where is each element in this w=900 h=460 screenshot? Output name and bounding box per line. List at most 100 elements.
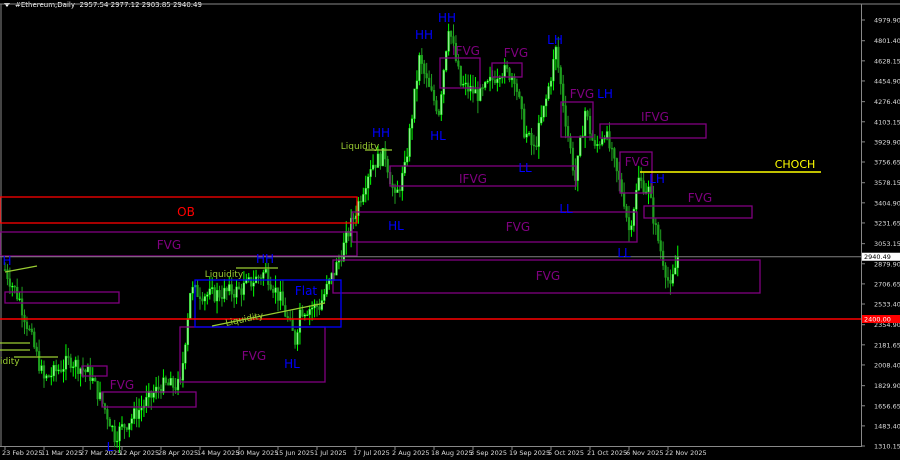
candle-body [666,277,670,281]
price-tick-label: 3578.15 [874,179,900,187]
structure-label: LH [597,87,613,101]
price-tick-label: 4103.15 [874,118,900,126]
structure-label: HH [372,126,390,140]
zone-box-fvg [560,101,594,138]
candle-body [125,427,128,430]
liquidity-label: Liquidity [205,270,244,280]
candle-body [269,284,272,290]
candle-body [610,147,614,150]
price-tick-label: 2354.90 [874,321,900,329]
candle-body [20,298,24,316]
zone-box-fvg [101,391,197,408]
date-tick-label: 15 Jun 2025 [275,449,314,457]
dropdown-triangle-icon[interactable] [4,3,10,7]
candle-body [535,145,538,147]
candle-body [523,108,526,138]
candle-body [74,359,77,367]
structure-label: HH [415,28,433,42]
candle-body [549,80,553,87]
candle-body [62,369,65,372]
candle-body [3,269,7,271]
candle-body [508,68,511,81]
candle-body [537,122,540,147]
candle-body [162,377,165,394]
candle-body [515,83,518,92]
candle-body [576,155,579,181]
candle-body [347,231,350,237]
candle-body [352,217,355,220]
candle-body [328,279,331,285]
candle-body [123,424,126,428]
candle-body [64,355,68,370]
choch-label: CHOCH [775,158,816,171]
liquidity-line [4,265,38,273]
candle-body [96,380,99,400]
candle-body [298,309,302,333]
candle-body [33,331,36,348]
candle-body [42,365,46,379]
candle-body [59,369,63,372]
candle-body [425,73,428,79]
candle-body [554,46,557,60]
candle-body [364,188,367,195]
candle-body [98,392,102,400]
candle-body [530,133,533,146]
candle-body [225,287,228,292]
candle-body [432,89,436,101]
candle-body [506,65,509,69]
candle-body [379,153,382,167]
candle-body [79,368,82,374]
candle-body [320,300,323,310]
candle-body [208,288,211,295]
candle-body [408,127,411,157]
candle-body [242,282,245,295]
candle-body [469,85,472,92]
candle-body [627,217,631,231]
candle-body [540,116,543,124]
candle-body [223,287,226,299]
candle-body [191,286,194,294]
zone-label: Flat [295,284,318,298]
chart-title-bar: #Ethereum,Daily 2957.54 2977.12 2903.85 … [4,1,202,9]
candle-body [196,284,199,297]
structure-label: LL [617,246,631,260]
candle-body [659,240,662,252]
candle-body [137,409,141,419]
candle-body [150,391,153,398]
structure-label: LL [559,202,573,216]
candle-body [276,287,280,301]
candle-body [257,276,260,278]
candle-body [359,201,362,203]
candle-body [671,274,674,284]
candle-body [545,98,548,107]
candle-body [50,375,53,378]
candle-body [440,94,443,115]
candle-body [274,287,277,293]
candle-body [218,290,221,298]
candle-body [481,87,484,89]
zone-label: FVG [157,238,181,252]
candle-body [367,176,370,189]
zone-box-ifvg [389,165,577,187]
candle-body [518,91,521,98]
candle-body [496,78,499,84]
candle-body [325,283,328,295]
zone-label: FVG [506,220,530,234]
date-tick-label: 5 Oct 2025 [548,449,584,457]
zone-label: FVG [242,349,266,363]
zone-box-fvg [643,205,753,219]
candle-body [662,250,665,266]
candle-body [452,36,455,44]
candle-body [596,144,599,146]
current-price-box [862,252,900,261]
candle-body [345,231,348,243]
candle-body [410,118,414,129]
date-tick-label: 1 Jul 2025 [314,449,347,457]
candle-body [113,425,116,443]
candle-body [498,77,501,80]
price-tick-label: 2533.40 [874,301,900,309]
candle-body [418,55,421,82]
price-tick-label: 4979.90 [874,17,900,25]
candle-body [157,386,160,390]
